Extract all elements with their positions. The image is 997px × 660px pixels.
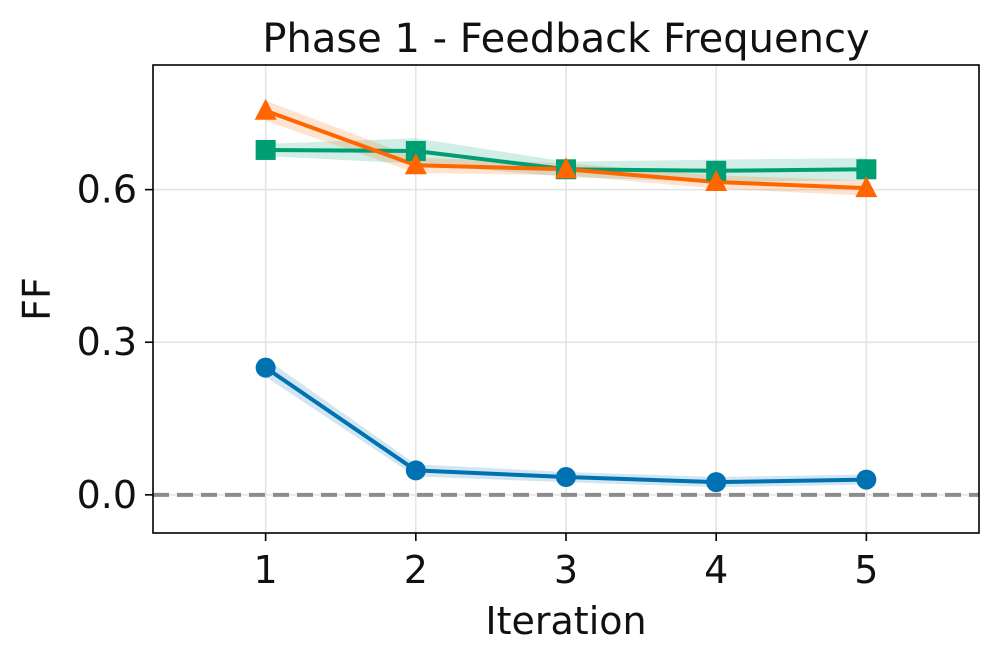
series-circle-point (856, 469, 877, 490)
series-triangle-point (855, 176, 878, 198)
series-square-point (405, 140, 426, 161)
series-markers (254, 98, 878, 493)
y-axis-title: FF (15, 277, 59, 321)
x-tick-label: 2 (404, 548, 428, 592)
grid (153, 65, 979, 533)
chart-title: Phase 1 - Feedback Frequency (262, 16, 869, 62)
series-triangle-point (254, 98, 277, 120)
y-tick-label: 0.6 (77, 168, 137, 212)
series-circle-point (255, 357, 276, 378)
series-circle-point (405, 460, 426, 481)
series-triangle-point (404, 153, 427, 175)
series-square-point (255, 139, 276, 160)
axis-ticks: 1 2 3 4 5 0.0 0.3 0.6 (77, 168, 879, 592)
y-tick-label: 0.3 (77, 320, 137, 364)
x-tick-label: 1 (254, 548, 278, 592)
y-tick-label: 0.0 (77, 473, 137, 517)
series-circle-point (556, 467, 576, 488)
x-tick-label: 3 (554, 548, 578, 592)
x-tick-label: 5 (854, 548, 878, 592)
x-axis-title: Iteration (485, 599, 646, 643)
x-tick-label: 4 (704, 548, 728, 592)
series-triangle-point (555, 157, 577, 179)
series-square-point (856, 159, 877, 180)
series-triangle-point (705, 170, 728, 191)
series-circle-point (706, 472, 727, 493)
